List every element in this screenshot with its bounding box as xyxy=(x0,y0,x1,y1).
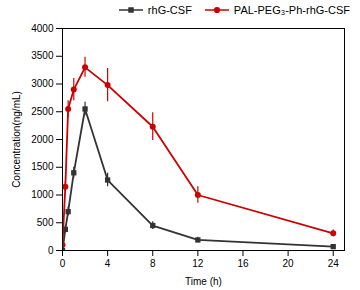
html-text:PAL-PEG₃-Ph-rhG-CSF: PAL-PEG₃-Ph-rhG-CSF xyxy=(233,4,350,16)
svg-text:0: 0 xyxy=(48,245,54,256)
svg-text:1500: 1500 xyxy=(31,161,54,172)
html-text:rhG-CSF: rhG-CSF xyxy=(147,4,192,16)
svg-text:4000: 4000 xyxy=(31,23,54,34)
svg-text:20: 20 xyxy=(283,258,295,269)
svg-text:500: 500 xyxy=(37,217,54,228)
svg-text:Concentration(ng/mL): Concentration(ng/mL) xyxy=(11,91,22,188)
svg-text:12: 12 xyxy=(192,258,204,269)
svg-text:3500: 3500 xyxy=(31,50,54,61)
svg-text:0: 0 xyxy=(60,258,66,269)
svg-text:1000: 1000 xyxy=(31,189,54,200)
svg-text:4: 4 xyxy=(105,258,111,269)
svg-text:16: 16 xyxy=(237,258,249,269)
svg-text:8: 8 xyxy=(150,258,156,269)
svg-text:Time (h): Time (h) xyxy=(185,276,222,287)
svg-text:2500: 2500 xyxy=(31,106,54,117)
svg-text:2000: 2000 xyxy=(31,134,54,145)
svg-text:3000: 3000 xyxy=(31,78,54,89)
svg-text:24: 24 xyxy=(328,258,340,269)
